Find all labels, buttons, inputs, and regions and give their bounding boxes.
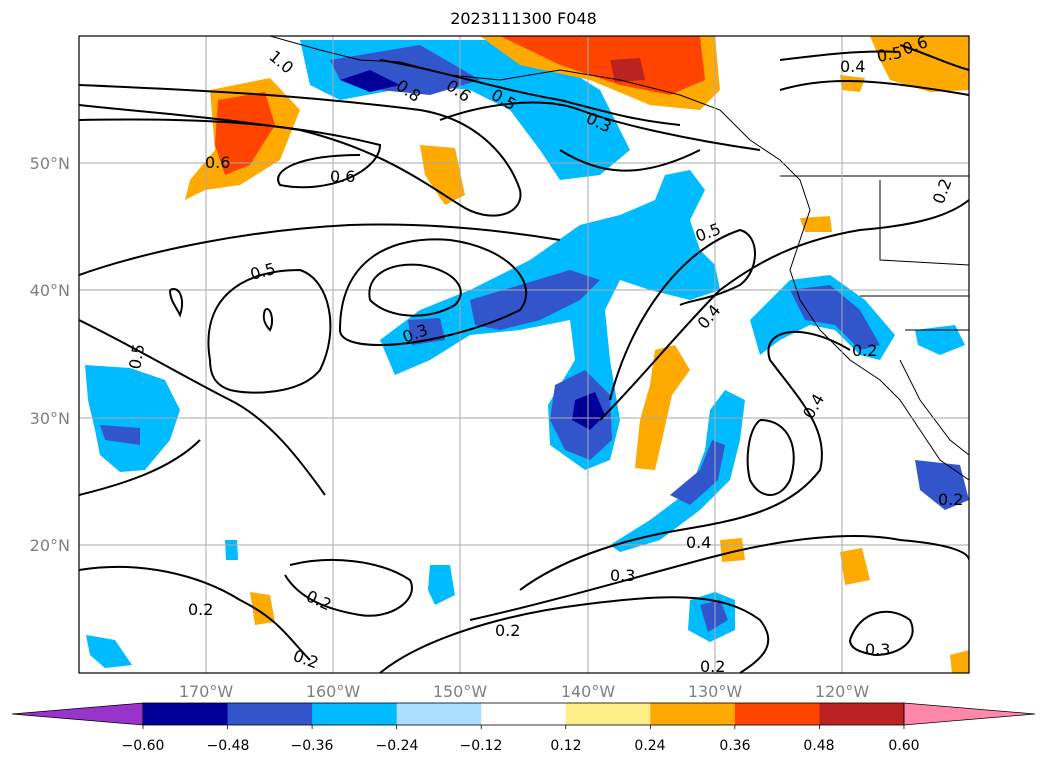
- colorbar-swatch: [396, 703, 482, 725]
- colorbar-tick-label: 0.24: [634, 738, 665, 754]
- contour-label: 0.5: [125, 342, 148, 370]
- contour-label: 0.5: [693, 219, 723, 246]
- contour-label: 0.4: [840, 57, 865, 76]
- shade-blue-diagonal: [610, 390, 745, 552]
- contour-label: 0.6: [205, 153, 230, 172]
- shade-darkblue-south2: [700, 600, 728, 632]
- lon-tick-labels: 170°W 160°W 150°W 140°W 130°W 120°W: [179, 682, 870, 701]
- shade-darkblue-california: [790, 285, 880, 350]
- contour-label: 0.2: [188, 600, 213, 619]
- lon-tick-label: 130°W: [688, 682, 743, 701]
- colorbar: [11, 702, 1036, 729]
- shade-red-coast: [500, 36, 705, 95]
- shade-orange-2: [420, 145, 465, 205]
- colorbar-tick-label: −0.36: [291, 738, 334, 754]
- shaded-field: [85, 36, 969, 673]
- contour-label: 1.0: [265, 47, 297, 78]
- shade-blue-small2: [225, 540, 238, 560]
- contour-label: 0.2: [291, 646, 321, 673]
- contour-label: 0.2: [929, 176, 956, 206]
- map-title: 2023111300 F048: [450, 9, 597, 28]
- contour-label: 0.2: [700, 657, 725, 676]
- contour-label: 0.2: [303, 586, 334, 614]
- shade-orange-ne2: [870, 36, 969, 92]
- shade-red-nw: [215, 92, 275, 175]
- colorbar-tick-label: 0.60: [888, 738, 919, 754]
- lat-tick-label: 20°N: [30, 536, 70, 555]
- contour-label: 0.4: [686, 533, 711, 552]
- colorbar-swatch: [734, 703, 820, 725]
- lat-tick-labels: 50°N 40°N 30°N 20°N: [30, 154, 70, 555]
- lon-tick-label: 150°W: [433, 682, 488, 701]
- shade-blue-baja: [915, 460, 969, 510]
- colorbar-tick-label: −0.48: [207, 738, 250, 754]
- colorbar-extend-right: [903, 702, 1036, 726]
- contour-label: 0.4: [799, 390, 828, 422]
- colorbar-swatch: [227, 703, 313, 725]
- colorbar-tick-label: −0.24: [376, 738, 419, 754]
- shade-blue-hawaii: [428, 565, 455, 605]
- colorbar-tick-labels: −0.60 −0.48 −0.36 −0.24 −0.12 0.12 0.24 …: [122, 738, 920, 754]
- shade-orange-s3: [720, 538, 745, 562]
- colorbar-swatch: [143, 703, 229, 725]
- contour-label: 0.3: [865, 640, 890, 659]
- shade-darkred-coast: [610, 58, 645, 82]
- shade-orange-strip: [635, 345, 690, 470]
- shade-orange-oregon: [800, 216, 832, 232]
- shade-blue-sw: [86, 635, 132, 668]
- colorbar-tick-label: 0.36: [719, 738, 750, 754]
- shade-blue-central: [380, 170, 720, 470]
- grid: [79, 36, 969, 673]
- colorbar-tick-label: −0.60: [122, 738, 165, 754]
- shade-blue-east2: [915, 325, 965, 355]
- colorbar-swatch: [312, 703, 398, 725]
- contour-label: 0.3: [610, 566, 635, 585]
- contour-label: 0.5: [248, 259, 278, 284]
- map-frame: [78, 35, 970, 674]
- colorbar-tick-label: −0.12: [460, 738, 503, 754]
- shade-navy-gulf: [340, 70, 400, 92]
- coastlines: [269, 36, 969, 481]
- contour-label: 0.2: [852, 341, 877, 360]
- shade-darkblue-central: [470, 270, 600, 330]
- shade-darkblue-diagonal: [670, 440, 725, 505]
- lon-tick-label: 140°W: [561, 682, 616, 701]
- shade-orange-ne: [840, 75, 865, 92]
- colorbar-tick-label: 0.48: [803, 738, 834, 754]
- shade-orange-s2: [840, 548, 870, 585]
- colorbar-extend-left: [11, 702, 144, 726]
- shade-orange-se: [950, 650, 969, 673]
- lon-tick-label: 160°W: [306, 682, 361, 701]
- colorbar-swatch: [565, 703, 651, 725]
- lon-tick-label: 120°W: [815, 682, 870, 701]
- colorbar-swatch: [481, 703, 567, 725]
- contour-label: 0.6: [330, 167, 355, 186]
- lat-tick-label: 40°N: [30, 281, 70, 300]
- colorbar-frame: [142, 702, 905, 726]
- colorbar-swatch: [650, 703, 736, 725]
- colorbar-tick-label: 0.12: [550, 738, 581, 754]
- lat-tick-label: 30°N: [30, 409, 70, 428]
- contours: [79, 44, 969, 673]
- lat-tick-label: 50°N: [30, 154, 70, 173]
- contour-label: 0.2: [495, 621, 520, 640]
- contour-label: 0.5: [875, 43, 903, 66]
- shade-darkblue-west: [100, 425, 140, 445]
- colorbar-swatch: [819, 703, 905, 725]
- lon-tick-label: 170°W: [179, 682, 234, 701]
- contour-label: 0.4: [694, 301, 725, 333]
- contour-label: 0.2: [938, 490, 963, 509]
